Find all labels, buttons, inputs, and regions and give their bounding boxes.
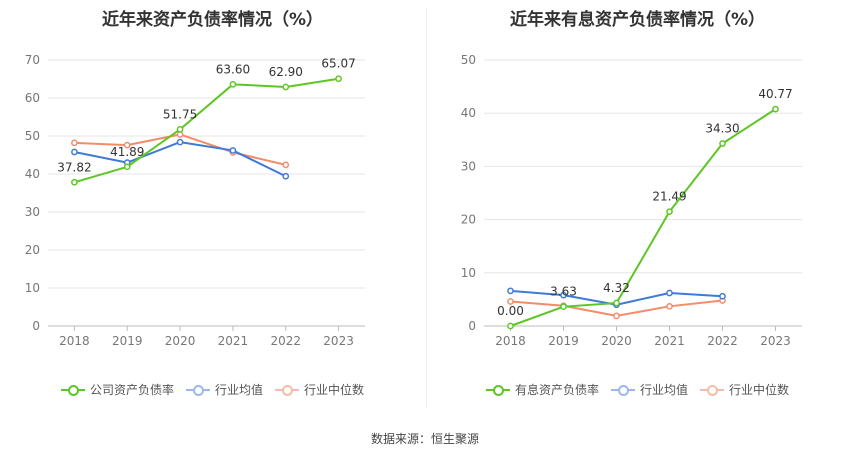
data-point: [772, 105, 779, 113]
series-line: [74, 141, 287, 178]
y-tick-label: 50: [25, 129, 40, 143]
data-point: [282, 83, 290, 91]
x-tick-label: 2023: [323, 334, 354, 348]
data-point: [613, 299, 620, 307]
legend-label: 行业均值: [214, 383, 263, 397]
series-line: [74, 77, 339, 184]
x-tick-label: 2023: [760, 334, 791, 348]
legend-swatch-icon: [60, 384, 85, 396]
legend-label: 行业中位数: [729, 383, 790, 397]
interest-bearing-debt-ratio-chart: 0 10 20 30 40 50 2018 2019 2020 2021 2022 2023 0.00 3…: [461, 53, 802, 348]
data-label: 62.90: [269, 65, 303, 79]
data-point: [229, 80, 237, 88]
data-label: 21.49: [652, 190, 686, 204]
y-tick-label: 40: [461, 106, 476, 120]
data-point: [666, 302, 673, 310]
data-point: [71, 178, 78, 186]
y-tick-label: 10: [461, 266, 476, 280]
chart-title: 近年来有息资产负债率情况（%）: [509, 10, 766, 30]
y-tick-label: 20: [25, 243, 40, 257]
legend-swatch-icon: [610, 384, 635, 396]
legend-label: 公司资产负债率: [89, 383, 174, 397]
data-point: [71, 148, 78, 156]
x-tick-label: 2019: [112, 334, 143, 348]
debt-ratio-chart: 0 10 20 30 40 50 60 70 2018 2019 2020 2021 2022 2023 3…: [25, 53, 365, 348]
data-point: [666, 289, 673, 297]
legend-item-industry-mean[interactable]: 行业均值: [185, 381, 263, 398]
data-point: [335, 75, 342, 83]
y-tick-label: 30: [25, 205, 40, 219]
y-tick-label: 10: [25, 281, 40, 295]
data-label: 51.75: [163, 107, 197, 121]
legend-item-industry-median[interactable]: 行业中位数: [700, 381, 789, 398]
data-label: 63.60: [216, 62, 250, 76]
data-point: [666, 208, 673, 216]
legend-swatch-icon: [700, 384, 724, 396]
data-point: [282, 172, 290, 180]
chart-legend: 有息资产负债率 行业均值 行业中位数: [425, 381, 850, 398]
legend-item-company[interactable]: 公司资产负债率: [60, 381, 174, 398]
y-tick-label: 0: [32, 319, 40, 333]
y-tick-label: 40: [25, 167, 40, 181]
legend-label: 行业中位数: [304, 383, 365, 397]
legend-swatch-icon: [275, 384, 299, 396]
y-tick-label: 0: [468, 319, 476, 333]
x-tick-label: 2022: [707, 334, 738, 348]
chart-legend: 公司资产负债率 行业均值 行业中位数: [0, 381, 425, 398]
data-point: [123, 141, 131, 149]
data-point: [507, 298, 514, 305]
chart-title: 近年来资产负债率情况（%）: [101, 10, 324, 30]
left-chart-panel: 近年来资产负债率情况（%） 0 10 20 30 40 50 60 70 2018 2019 202…: [0, 0, 425, 410]
x-tick-label: 2022: [270, 334, 301, 348]
data-label: 65.07: [321, 57, 355, 71]
data-point: [507, 322, 514, 330]
data-point: [282, 161, 290, 169]
y-tick-label: 30: [461, 159, 476, 173]
x-tick-label: 2018: [59, 334, 90, 348]
data-point: [176, 126, 184, 133]
legend-label: 有息资产负债率: [514, 383, 599, 397]
y-tick-label: 70: [25, 53, 40, 67]
data-label: 0.00: [497, 304, 524, 318]
legend-swatch-icon: [185, 384, 210, 396]
x-tick-label: 2021: [218, 334, 249, 348]
legend-item-industry-median[interactable]: 行业中位数: [275, 381, 364, 398]
x-tick-label: 2020: [165, 334, 196, 348]
x-tick-label: 2019: [548, 334, 579, 348]
data-label: 37.82: [57, 160, 91, 174]
right-chart-panel: 近年来有息资产负债率情况（%） 0 10 20 30 40 50 2018 2019 2020 2…: [425, 0, 850, 410]
legend-swatch-icon: [485, 384, 510, 396]
data-label: 41.89: [110, 145, 144, 159]
x-tick-label: 2020: [601, 334, 632, 348]
data-label: 4.32: [603, 281, 630, 295]
y-tick-label: 60: [25, 91, 40, 105]
legend-item-company[interactable]: 有息资产负债率: [485, 381, 599, 398]
data-point: [123, 163, 131, 171]
data-point: [719, 292, 726, 300]
data-point: [229, 147, 237, 154]
data-label: 3.63: [550, 285, 577, 299]
legend-label: 行业均值: [639, 383, 688, 397]
legend-item-industry-mean[interactable]: 行业均值: [610, 381, 688, 398]
data-source: 数据来源：恒生聚源: [370, 432, 479, 446]
data-point: [560, 291, 567, 299]
data-point: [560, 303, 567, 311]
data-point: [176, 138, 184, 146]
data-label: 40.77: [758, 87, 792, 101]
series-line: [510, 108, 777, 327]
x-tick-label: 2021: [654, 334, 685, 348]
data-point: [613, 312, 620, 320]
data-label: 34.30: [705, 122, 739, 136]
panel-divider: [426, 8, 427, 408]
data-point: [71, 139, 78, 147]
x-tick-label: 2018: [495, 334, 526, 348]
y-tick-label: 20: [461, 213, 476, 227]
data-point: [719, 140, 726, 147]
y-tick-label: 50: [461, 53, 476, 67]
data-point: [507, 287, 514, 295]
